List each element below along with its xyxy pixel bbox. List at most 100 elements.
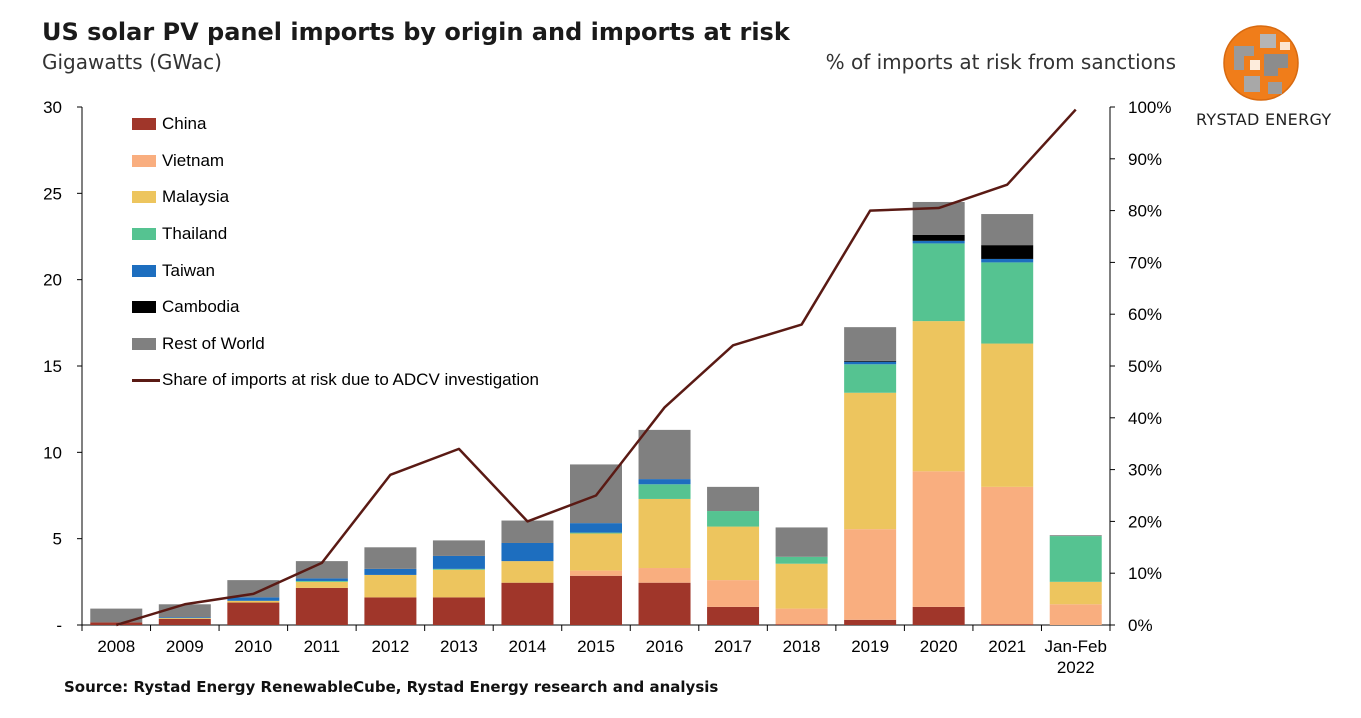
bar-segment-rest-of-world [432, 540, 485, 556]
legend-item: Malaysia [132, 179, 539, 216]
bar-segment-china [707, 606, 760, 625]
bar-segment-china [844, 619, 897, 625]
bar-segment-taiwan [295, 578, 348, 581]
bar-segment-vietnam [981, 486, 1034, 625]
bar-segment-malaysia [501, 561, 554, 583]
legend-item: Thailand [132, 216, 539, 253]
x-axis-tick-label: Jan-Feb [1045, 637, 1107, 656]
bar-segment-cambodia [912, 234, 965, 241]
brand-name: RYSTAD ENERGY [1196, 110, 1332, 129]
bar-segment-malaysia [844, 392, 897, 530]
source-note: Source: Rystad Energy RenewableCube, Rys… [64, 678, 719, 696]
bar-segment-vietnam [638, 568, 691, 583]
bar-segment-rest-of-world [364, 547, 417, 569]
right-axis-tick-label: 30% [1128, 461, 1162, 480]
x-axis-tick-label: 2018 [783, 637, 821, 656]
right-axis-tick-label: 10% [1128, 564, 1162, 583]
left-axis-tick-label: 5 [53, 530, 62, 549]
legend-label: Share of imports at risk due to ADCV inv… [162, 370, 540, 390]
bar-segment-malaysia [295, 581, 348, 588]
bar-segment-rest-of-world [981, 214, 1034, 246]
bar-segment-malaysia [775, 563, 828, 609]
share-at-risk-line [115, 108, 1077, 627]
bar-segment-taiwan [638, 479, 691, 485]
bar-segment-thailand [775, 556, 828, 564]
bar-segment-china [501, 582, 554, 625]
bar-segment-thailand [844, 364, 897, 393]
legend-swatch [132, 301, 156, 314]
bar-segment-taiwan [981, 258, 1034, 263]
bar-segment-rest-of-world [707, 486, 760, 512]
legend-line-swatch [132, 378, 160, 382]
legend-item: China [132, 106, 539, 143]
bar-segment-rest-of-world [638, 429, 691, 480]
right-axis-tick-label: 100% [1128, 98, 1171, 117]
legend-label: China [162, 114, 207, 134]
bar-segment-thailand [295, 580, 348, 582]
bar-segment-vietnam [1049, 604, 1102, 625]
x-axis-tick-label: 2019 [851, 637, 889, 656]
legend-swatch [132, 118, 156, 131]
bar-segment-thailand [1049, 536, 1102, 582]
bar-segment-vietnam [707, 580, 760, 607]
right-axis-tick-label: 90% [1128, 150, 1162, 169]
bar-segment-thailand [981, 262, 1034, 344]
legend-swatch [132, 228, 156, 241]
left-axis-tick-label: 10 [43, 443, 62, 462]
bar-segment-vietnam [844, 529, 897, 620]
rystad-globe-logo-icon [1223, 25, 1299, 101]
x-axis-tick-label: 2020 [920, 637, 958, 656]
bar-segment-malaysia [912, 321, 965, 472]
bar-segment-vietnam [912, 471, 965, 607]
bar-segment-malaysia [707, 526, 760, 581]
bar-segment-china [432, 597, 485, 625]
bar-segment-china [570, 575, 622, 625]
x-axis-tick-label: 2009 [166, 637, 204, 656]
x-axis-tick-label: 2016 [646, 637, 684, 656]
bar-segment-taiwan [501, 542, 554, 562]
legend-label: Taiwan [162, 260, 215, 280]
bar-segment-malaysia [227, 600, 280, 603]
bar-segment-rest-of-world [90, 608, 143, 623]
bar-segment-vietnam [775, 608, 828, 625]
legend: China Vietnam Malaysia Thailand Taiwan Cambod… [132, 106, 539, 399]
bar-segment-china [638, 582, 691, 625]
bar-segment-malaysia [432, 569, 485, 598]
left-axis-tick-label: 30 [43, 98, 62, 117]
bar-segment-malaysia [570, 533, 622, 571]
bar-segment-thailand [570, 532, 622, 534]
bar-segment-rest-of-world [501, 520, 554, 543]
bar-segment-china [364, 597, 417, 625]
bar-segment-rest-of-world [295, 561, 348, 579]
bar-segment-malaysia [364, 574, 417, 598]
x-axis-tick-label: 2017 [714, 637, 752, 656]
bar-segment-cambodia [844, 360, 897, 362]
legend-swatch [132, 264, 156, 277]
bar-segment-rest-of-world [775, 527, 828, 557]
x-axis-tick-label: 2015 [577, 637, 615, 656]
bar-segment-china [912, 606, 965, 625]
bar-segment-rest-of-world [1049, 535, 1102, 537]
right-axis-tick-label: 70% [1128, 253, 1162, 272]
x-axis-tick-label: 2011 [304, 637, 341, 656]
x-axis-tick-label: 2013 [440, 637, 478, 656]
bar-segment-cambodia [981, 245, 1034, 259]
bar-segment-thailand [912, 243, 965, 322]
bar-segment-rest-of-world [227, 580, 280, 598]
x-axis-tick-label: 2021 [988, 637, 1026, 656]
legend-label: Vietnam [162, 150, 225, 170]
left-axis-tick-label: 20 [43, 271, 62, 290]
bar-segment-thailand [707, 511, 760, 527]
legend-label: Thailand [162, 224, 228, 244]
bar-segment-vietnam [570, 570, 622, 576]
legend-label: Malaysia [162, 187, 230, 207]
bar-segment-china [295, 587, 348, 625]
right-axis-tick-label: 60% [1128, 305, 1162, 324]
bar-segment-malaysia [1049, 581, 1102, 605]
legend-swatch [132, 154, 156, 167]
legend-swatch [132, 191, 156, 204]
legend-item: Rest of World [132, 326, 539, 363]
bar-segment-thailand [432, 568, 485, 570]
x-axis-tick-label: 2010 [234, 637, 272, 656]
bar-segment-china [981, 624, 1034, 625]
